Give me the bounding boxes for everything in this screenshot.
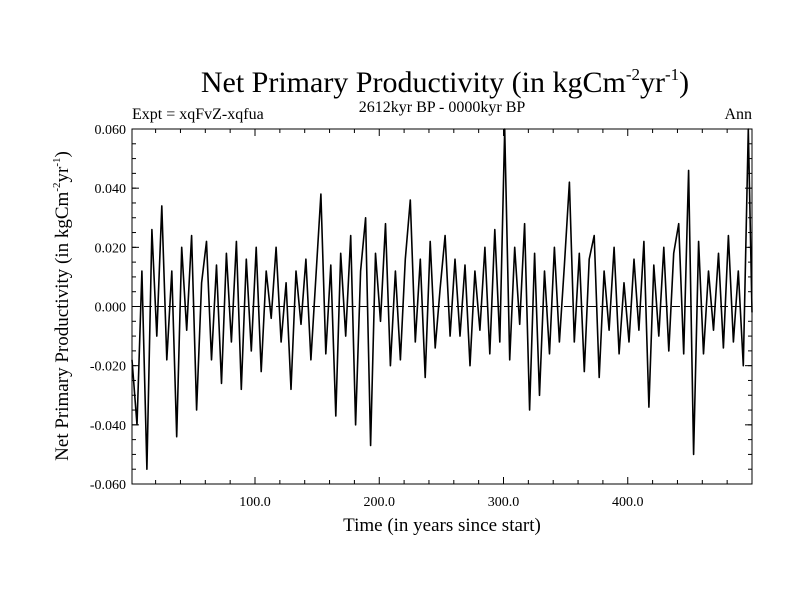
chart-title: Net Primary Productivity (in kgCm-2yr-1) [201, 65, 689, 99]
experiment-label: Expt = xqFvZ-xqfua [132, 106, 264, 123]
x-axis-label: Time (in years since start) [343, 515, 541, 536]
x-tick-label: 100.0 [239, 495, 271, 510]
chart-title-mid: yr [640, 66, 665, 99]
chart-title-main: Net Primary Productivity (in kgCm [201, 66, 626, 99]
chart-title-exp2: -1 [665, 65, 679, 84]
chart-title-end: ) [679, 66, 689, 99]
y-tick-label: -0.020 [90, 360, 126, 375]
y-axis-label-end: ) [52, 151, 73, 157]
y-axis-label-exp2: -1 [51, 158, 63, 167]
y-tick-label: 0.040 [95, 182, 127, 197]
period-label: 2612kyr BP - 0000kyr BP [359, 99, 526, 116]
y-tick-label: 0.060 [95, 123, 127, 138]
y-axis-label-main: Net Primary Productivity (in kgCm [52, 191, 73, 460]
y-axis-label-mid: yr [52, 166, 73, 183]
x-axis-ticks: 100.0 200.0 300.0 400.0 [155, 129, 728, 510]
y-axis-ticks: -0.060 -0.040 -0.020 0.000 0.020 0.040 0.060 [90, 123, 752, 493]
y-axis-label: Net Primary Productivity (in kgCm-2yr-1) [51, 151, 73, 461]
x-tick-label: 300.0 [488, 495, 520, 510]
y-tick-label: -0.060 [90, 478, 126, 493]
x-tick-label: 400.0 [612, 495, 644, 510]
y-tick-label: 0.020 [95, 241, 127, 256]
y-tick-label: 0.000 [95, 301, 127, 316]
series-line-npp [131, 128, 753, 470]
x-tick-label: 200.0 [364, 495, 396, 510]
chart-title-exp1: -2 [626, 65, 640, 84]
season-label: Ann [724, 106, 752, 123]
y-axis-label-exp1: -2 [51, 183, 63, 192]
y-tick-label: -0.040 [90, 419, 126, 434]
